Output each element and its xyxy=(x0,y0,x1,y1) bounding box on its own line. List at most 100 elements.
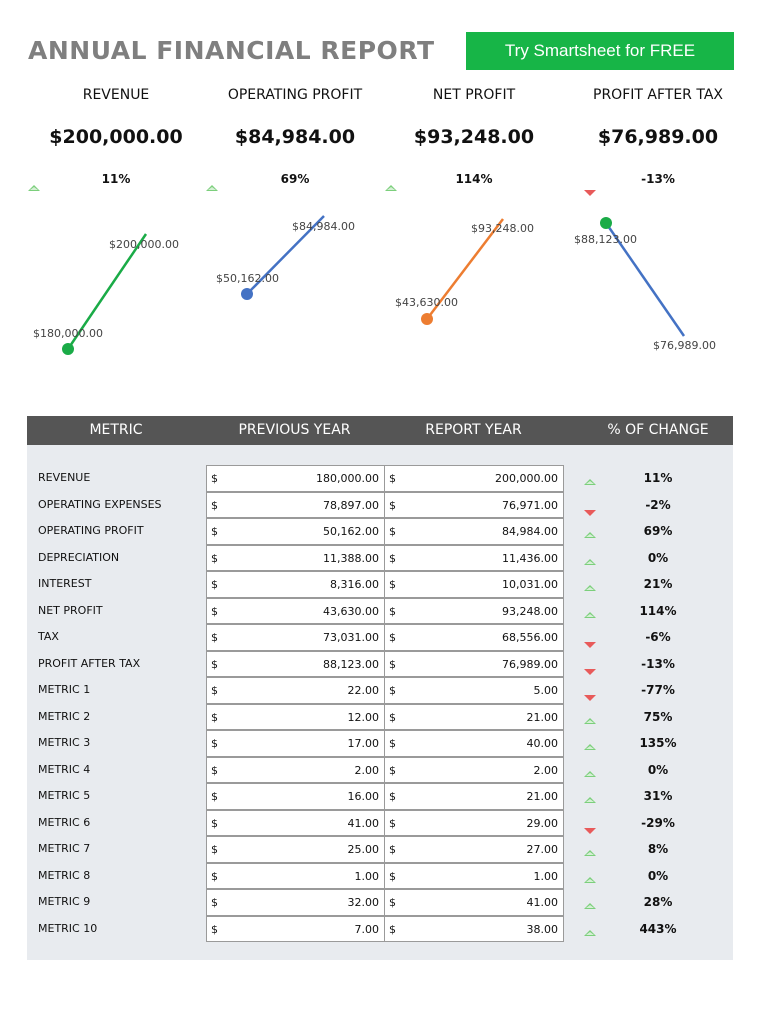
kpi-card: NET PROFIT $93,248.00 xyxy=(386,84,562,148)
report-year-cell[interactable]: $21.00 xyxy=(384,703,564,730)
previous-year-value: 25.00 xyxy=(347,843,380,856)
report-year-cell[interactable]: $5.00 xyxy=(384,677,564,704)
previous-year-cell[interactable]: $7.00 xyxy=(206,915,385,942)
previous-year-cell[interactable]: $78,897.00 xyxy=(206,491,385,518)
currency-symbol: $ xyxy=(389,843,396,856)
col-header-percent-change: % OF CHANGE xyxy=(607,422,709,438)
sparkline-line xyxy=(66,233,148,350)
previous-year-value: 32.00 xyxy=(347,896,380,909)
previous-year-cell[interactable]: $43,630.00 xyxy=(206,597,385,624)
metric-name: METRIC 3 xyxy=(38,736,91,749)
table-row: METRIC 8 $1.00 $1.00 0% xyxy=(27,862,733,889)
previous-year-cell[interactable]: $73,031.00 xyxy=(206,624,385,651)
report-year-cell[interactable]: $1.00 xyxy=(384,862,564,889)
previous-year-cell[interactable]: $11,388.00 xyxy=(206,544,385,571)
table-row: METRIC 7 $25.00 $27.00 8% xyxy=(27,836,733,863)
table-row: TAX $73,031.00 $68,556.00 -6% xyxy=(27,624,733,651)
metric-name: METRIC 9 xyxy=(38,895,91,908)
report-year-cell[interactable]: $84,984.00 xyxy=(384,518,564,545)
report-year-value: 76,971.00 xyxy=(502,498,558,512)
currency-symbol: $ xyxy=(211,578,218,591)
previous-year-value: 43,630.00 xyxy=(323,604,379,618)
kpi-value: $84,984.00 xyxy=(234,126,356,148)
sparkline-start-marker xyxy=(600,217,612,229)
triangle-up-icon xyxy=(584,876,596,883)
previous-year-cell[interactable]: $50,162.00 xyxy=(206,518,385,545)
previous-year-cell[interactable]: $32.00 xyxy=(206,889,385,916)
report-year-cell[interactable]: $200,000.00 xyxy=(384,465,564,492)
report-year-cell[interactable]: $76,971.00 xyxy=(384,491,564,518)
metric-name: METRIC 6 xyxy=(38,815,91,829)
previous-year-cell[interactable]: $12.00 xyxy=(206,703,385,730)
previous-year-cell[interactable]: $1.00 xyxy=(206,862,385,889)
report-year-cell[interactable]: $38.00 xyxy=(384,915,564,942)
report-year-value: 21.00 xyxy=(526,790,559,803)
metric-name: TAX xyxy=(38,630,59,643)
table-row: METRIC 9 $32.00 $41.00 28% xyxy=(27,889,733,916)
report-year-cell[interactable]: $40.00 xyxy=(384,730,564,757)
table-row: DEPRECIATION $11,388.00 $11,436.00 0% xyxy=(27,544,733,571)
report-year-value: 29.00 xyxy=(526,816,559,830)
report-year-value: 200,000.00 xyxy=(495,472,558,485)
percent-change: -13% xyxy=(641,656,675,671)
currency-symbol: $ xyxy=(211,922,218,936)
percent-change: 21% xyxy=(643,577,673,591)
triangle-up-icon xyxy=(584,744,596,750)
kpi-label: REVENUE xyxy=(82,87,150,103)
report-year-cell[interactable]: $11,436.00 xyxy=(384,544,564,571)
report-year-cell[interactable]: $93,248.00 xyxy=(384,597,564,624)
currency-symbol: $ xyxy=(211,790,218,803)
sparkline-charts: $180,000.00 $200,000.00 $50,162.00 $84,984.… xyxy=(33,215,716,355)
triangle-up-icon xyxy=(584,929,596,936)
table-header: METRIC PREVIOUS YEAR REPORT YEAR % OF CH… xyxy=(27,416,733,445)
report-year-cell[interactable]: $2.00 xyxy=(384,756,564,783)
percent-change: 0% xyxy=(647,868,669,883)
table-row: METRIC 1 $22.00 $5.00 -77% xyxy=(27,677,733,704)
previous-year-cell[interactable]: $8,316.00 xyxy=(206,571,385,598)
percent-change: 75% xyxy=(643,709,673,724)
percent-change: 31% xyxy=(643,789,673,803)
report-year-cell[interactable]: $68,556.00 xyxy=(384,624,564,651)
report-year-cell[interactable]: $76,989.00 xyxy=(384,650,564,677)
report-year-cell[interactable]: $41.00 xyxy=(384,889,564,916)
previous-year-value: 11,388.00 xyxy=(323,551,379,565)
metric-name: METRIC 5 xyxy=(38,789,91,802)
previous-year-cell[interactable]: $2.00 xyxy=(206,756,385,783)
triangle-up-icon xyxy=(584,611,596,618)
metric-name: METRIC 1 xyxy=(38,683,91,696)
report-year-cell[interactable]: $27.00 xyxy=(384,836,564,863)
report-year-value: 68,556.00 xyxy=(502,631,558,644)
previous-year-value: 88,123.00 xyxy=(323,657,379,671)
sparkline-line xyxy=(246,215,325,295)
previous-year-cell[interactable]: $88,123.00 xyxy=(206,650,385,677)
report-year-cell[interactable]: $21.00 xyxy=(384,783,564,810)
previous-year-cell[interactable]: $25.00 xyxy=(206,836,385,863)
previous-year-cell[interactable]: $180,000.00 xyxy=(206,465,385,492)
triangle-up-icon xyxy=(584,558,596,565)
kpi-card: PROFIT AFTER TAX $76,989.00 xyxy=(570,84,746,148)
triangle-down-icon xyxy=(584,827,596,834)
metric-name: METRIC 10 xyxy=(38,921,98,935)
triangle-down-icon xyxy=(584,190,596,196)
table-row: OPERATING EXPENSES $78,897.00 $76,971.00 -2… xyxy=(27,491,733,518)
triangle-up-icon xyxy=(584,770,596,777)
currency-symbol: $ xyxy=(211,763,218,777)
currency-symbol: $ xyxy=(211,710,218,724)
table-row: REVENUE $180,000.00 $200,000.00 11% xyxy=(27,465,733,492)
table-row: NET PROFIT $43,630.00 $93,248.00 114% xyxy=(27,597,733,624)
kpi-change: -13% xyxy=(641,172,675,186)
sparkline-line xyxy=(426,218,504,320)
try-smartsheet-button[interactable]: Try Smartsheet for FREE xyxy=(466,32,734,70)
previous-year-cell[interactable]: $41.00 xyxy=(206,809,385,836)
previous-year-cell[interactable]: $17.00 xyxy=(206,730,385,757)
sparkline-curr-label: $93,248.00 xyxy=(471,222,534,235)
report-year-cell[interactable]: $29.00 xyxy=(384,809,564,836)
currency-symbol: $ xyxy=(211,896,218,909)
triangle-down-icon xyxy=(584,668,596,675)
previous-year-cell[interactable]: $22.00 xyxy=(206,677,385,704)
sparkline-prev-label: $43,630.00 xyxy=(395,296,458,309)
report-year-value: 40.00 xyxy=(526,737,559,750)
report-year-cell[interactable]: $10,031.00 xyxy=(384,571,564,598)
previous-year-cell[interactable]: $16.00 xyxy=(206,783,385,810)
currency-symbol: $ xyxy=(211,657,218,671)
